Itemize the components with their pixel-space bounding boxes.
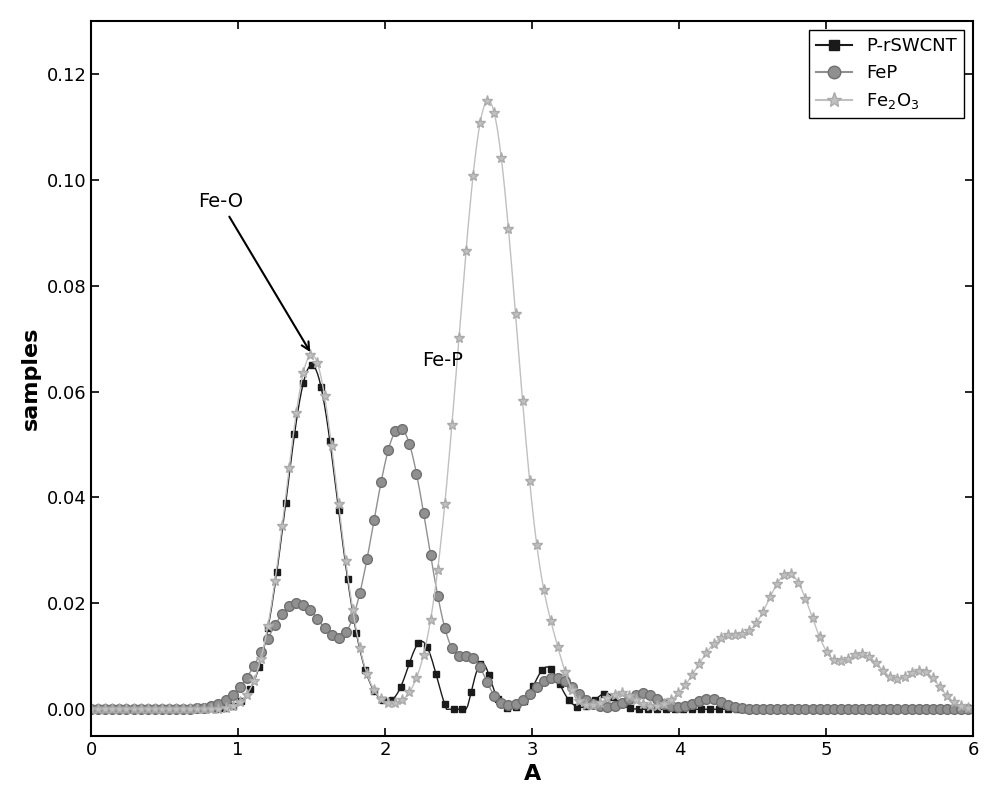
- P-rSWCNT: [306, 361, 318, 370]
- Text: Fe-O: Fe-O: [198, 192, 309, 350]
- Line: Fe$_{2}$O$_{3}$: Fe$_{2}$O$_{3}$: [86, 95, 979, 715]
- P-rSWCNT: [967, 704, 979, 714]
- P-rSWCNT: [614, 698, 626, 708]
- P-rSWCNT: [812, 704, 824, 714]
- P-rSWCNT: [950, 704, 962, 714]
- X-axis label: A: A: [524, 764, 541, 784]
- FeP: [564, 681, 576, 691]
- Fe$_{2}$O$_{3}$: [506, 265, 518, 275]
- Fe$_{2}$O$_{3}$: [810, 623, 822, 633]
- Fe$_{2}$O$_{3}$: [612, 689, 624, 699]
- Fe$_{2}$O$_{3}$: [483, 96, 495, 105]
- FeP: [612, 700, 624, 710]
- P-rSWCNT: [441, 704, 453, 714]
- P-rSWCNT: [566, 699, 578, 708]
- Fe$_{2}$O$_{3}$: [967, 704, 979, 713]
- P-rSWCNT: [85, 704, 97, 714]
- Fe$_{2}$O$_{3}$: [511, 331, 523, 341]
- FeP: [967, 704, 979, 714]
- Line: P-rSWCNT: P-rSWCNT: [88, 361, 977, 712]
- FeP: [948, 704, 960, 714]
- Line: FeP: FeP: [86, 423, 978, 714]
- FeP: [395, 423, 407, 433]
- Text: Fe-P: Fe-P: [422, 351, 463, 370]
- P-rSWCNT: [513, 701, 525, 711]
- FeP: [810, 704, 822, 714]
- FeP: [506, 700, 518, 709]
- Fe$_{2}$O$_{3}$: [85, 704, 97, 714]
- FeP: [511, 698, 523, 708]
- P-rSWCNT: [508, 703, 520, 712]
- Legend: P-rSWCNT, FeP, Fe$_{2}$O$_{3}$: P-rSWCNT, FeP, Fe$_{2}$O$_{3}$: [809, 30, 964, 118]
- FeP: [85, 704, 97, 714]
- Fe$_{2}$O$_{3}$: [948, 697, 960, 707]
- Y-axis label: samples: samples: [21, 327, 41, 430]
- Fe$_{2}$O$_{3}$: [564, 682, 576, 691]
